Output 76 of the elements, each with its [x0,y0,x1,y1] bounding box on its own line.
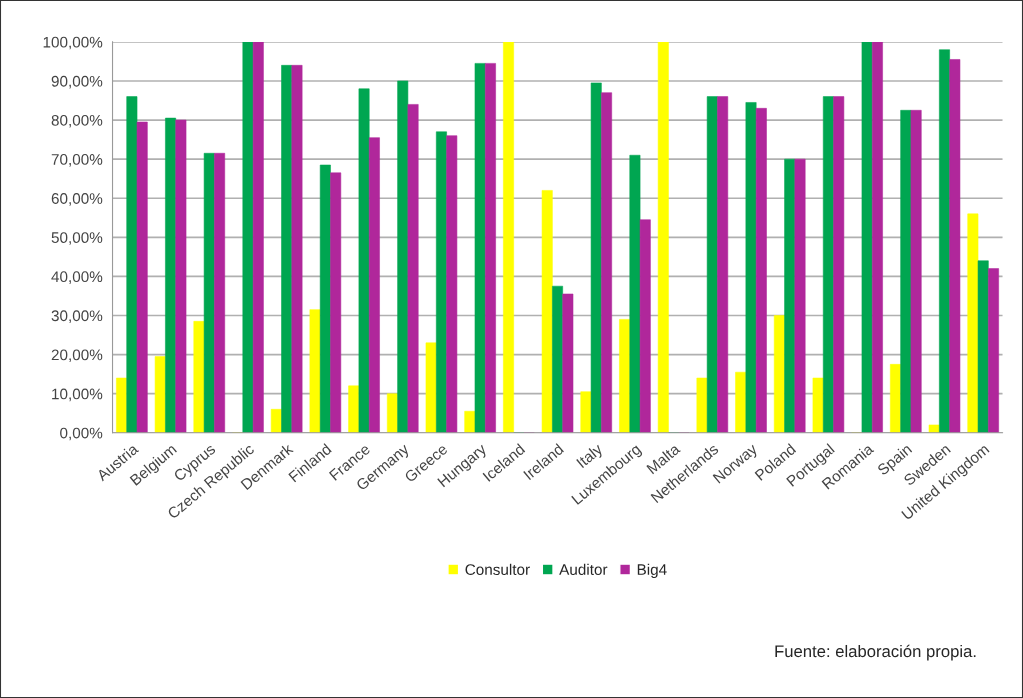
legend-label: Auditor [559,563,608,575]
bar [910,110,922,433]
y-tick-label: 50,00% [51,232,103,245]
bar [949,59,961,433]
bar [116,377,127,433]
bar [735,371,747,433]
bar [203,153,215,433]
bar [291,65,303,433]
bar [784,158,796,433]
y-tick-label: 40,00% [51,271,103,284]
y-tick-label: 70,00% [51,154,103,167]
y-tick-label: 0,00% [60,427,103,441]
bar [436,131,447,433]
bar [165,117,177,433]
bar [717,96,729,433]
bar [474,63,486,433]
bar [386,393,398,433]
bar [175,119,187,433]
bar [601,92,612,433]
bar [485,63,496,433]
y-tick-label: 90,00% [51,75,103,89]
bar [890,364,901,433]
bar [348,385,360,433]
bar [541,190,553,433]
bar [503,41,514,433]
bar [330,172,342,433]
bar [900,110,912,433]
legend-label: Big4 [637,563,667,579]
bar [193,321,205,433]
bar [871,41,883,433]
bar [629,154,641,433]
bar [928,424,940,433]
y-tick-label: 60,00% [51,193,103,206]
bar [126,96,138,433]
bar [136,121,148,433]
y-tick-label: 10,00% [52,388,103,402]
bar [988,268,999,433]
bar [967,213,979,433]
bar [425,342,437,433]
bar [745,102,757,433]
bar [794,158,806,433]
bar [358,88,370,433]
bar [281,65,293,433]
bar [446,135,458,433]
bar [657,41,669,433]
bar [977,260,989,433]
bar [214,153,226,433]
bar [939,49,950,433]
y-tick-label: 80,00% [51,114,103,128]
legend-label: Consultor [465,563,530,575]
bar [319,164,331,433]
y-tick-label: 30,00% [51,310,103,323]
bar [552,285,563,433]
bar [590,82,602,433]
bar [580,391,592,433]
bar [242,41,254,433]
bar [397,80,409,433]
bar [407,104,419,433]
bar [619,319,631,433]
bar [773,315,785,433]
y-tick-label: 100,00% [43,36,103,50]
bar [822,96,834,433]
bar [368,137,380,433]
bar [562,293,574,433]
bar [861,41,873,433]
bar [755,108,767,433]
source-note: Fuente: elaboración propia. [775,644,976,661]
bar [812,377,824,433]
bar [154,356,166,433]
bar [706,96,718,433]
bar [639,219,651,433]
y-tick-label: 20,00% [51,349,103,363]
bar [252,41,264,433]
bar [833,96,845,433]
bar [309,309,321,433]
bar [696,377,708,433]
